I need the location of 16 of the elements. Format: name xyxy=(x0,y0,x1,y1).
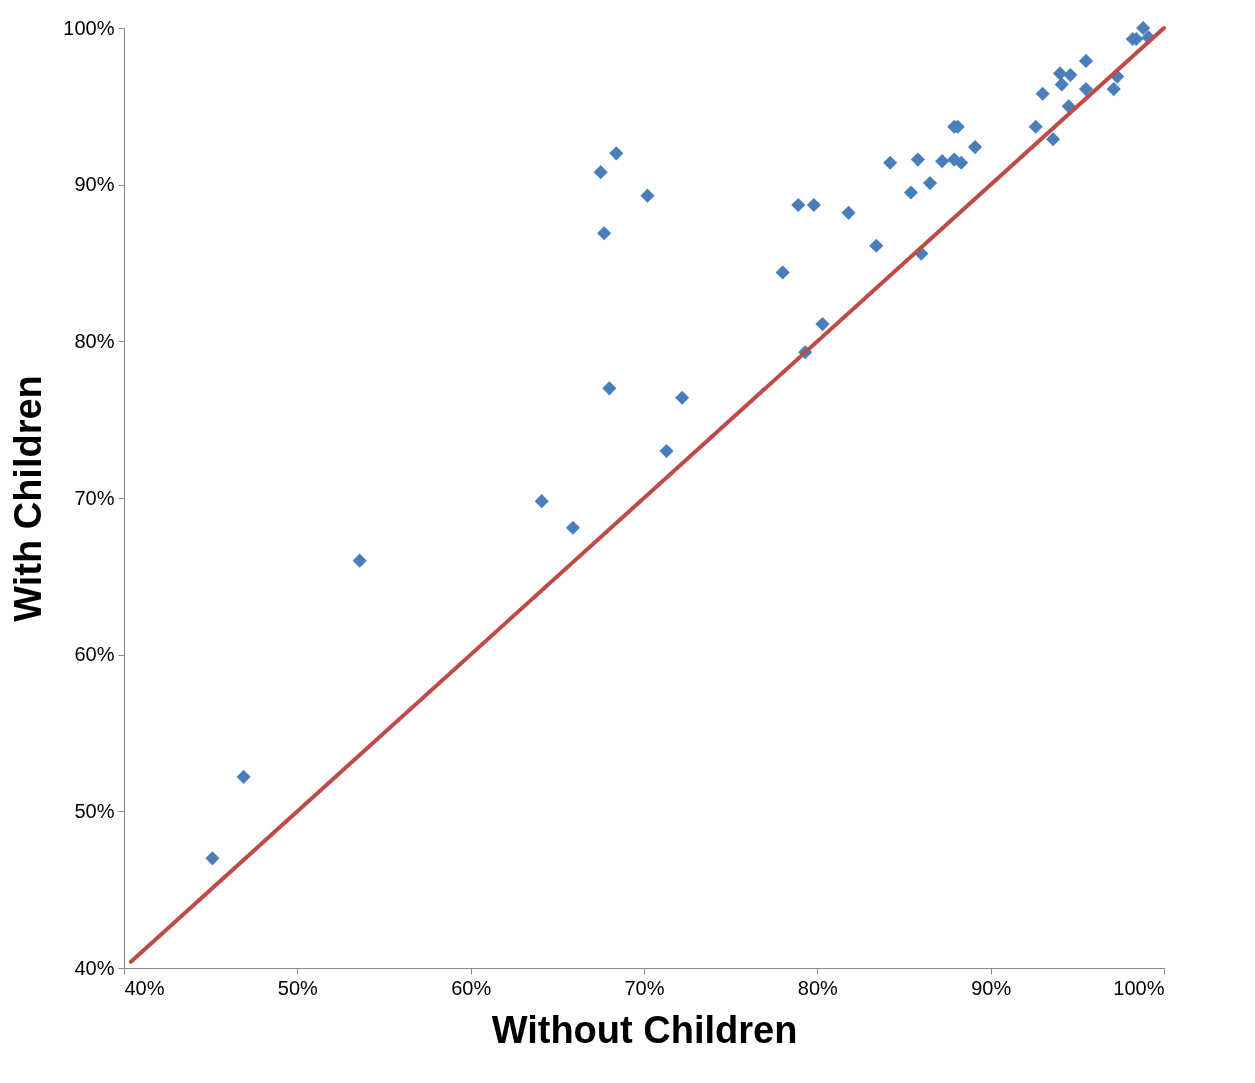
x-tick-label: 40% xyxy=(124,976,165,999)
x-axis-title: Without Children xyxy=(491,1008,798,1051)
y-tick-label: 80% xyxy=(74,329,115,352)
x-tick-label: 50% xyxy=(277,976,319,999)
y-tick-label: 70% xyxy=(74,486,115,509)
x-tick-label: 90% xyxy=(971,976,1012,999)
y-tick-label: 50% xyxy=(74,799,115,822)
x-tick-label: 60% xyxy=(451,976,492,999)
y-tick-label: 40% xyxy=(74,956,115,979)
y-tick-label: 100% xyxy=(63,16,115,39)
x-tick-label: 70% xyxy=(624,976,665,999)
y-tick-label: 90% xyxy=(74,173,115,196)
y-tick-label: 60% xyxy=(74,643,115,666)
y-axis-title: With Children xyxy=(7,375,50,622)
x-tick-label: 100% xyxy=(1113,976,1165,999)
x-tick-label: 80% xyxy=(797,976,839,999)
